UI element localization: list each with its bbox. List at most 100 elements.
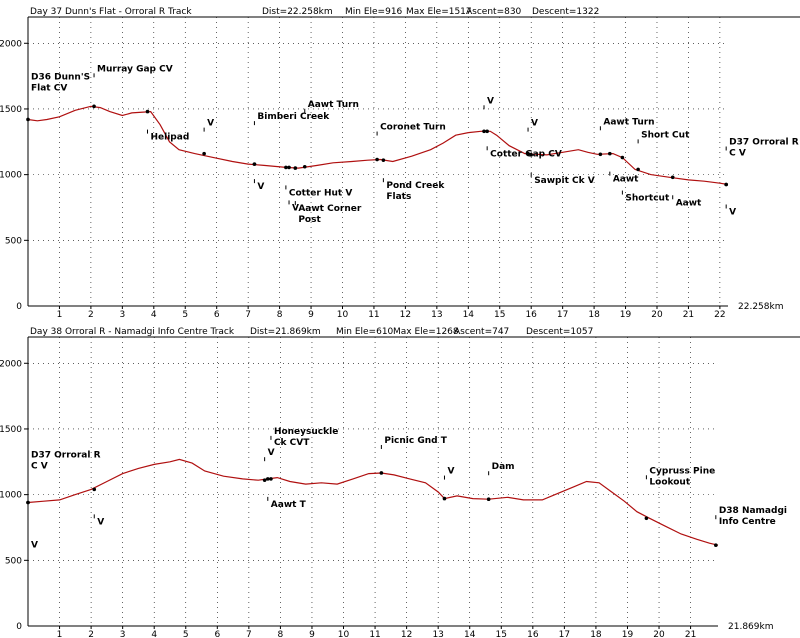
chart-stat: Ascent=747 <box>454 327 509 337</box>
waypoint-label: D38 Namadgi <box>719 506 787 516</box>
x-tick-label: 2 <box>88 310 94 320</box>
waypoint-label: V <box>257 182 264 192</box>
waypoint-marker <box>379 471 384 475</box>
x-tick-label: 14 <box>464 630 476 638</box>
waypoint-marker <box>145 109 150 114</box>
waypoint-marker <box>287 165 291 170</box>
x-tick-label: 8 <box>278 630 284 638</box>
x-tick-label: 14 <box>463 310 475 320</box>
waypoint-label: Short Cut <box>641 130 690 140</box>
waypoint-label: Aawt Turn <box>603 117 654 127</box>
waypoint-label: V <box>292 203 299 213</box>
x-tick-label: 15 <box>496 630 507 638</box>
x-tick-label: 8 <box>277 310 283 320</box>
waypoint-label: V <box>487 96 494 106</box>
x-tick-label: 21 <box>683 310 694 320</box>
x-tick-label: 3 <box>119 310 125 320</box>
waypoint-marker <box>92 487 97 492</box>
waypoint-marker <box>724 182 728 187</box>
waypoint-marker <box>92 104 96 109</box>
chart-stat: Dist=22.258km <box>262 7 333 17</box>
x-tick-label: 16 <box>525 310 537 320</box>
x-tick-label: 15 <box>494 310 505 320</box>
waypoint-marker <box>293 166 298 170</box>
waypoint-label: Pond Creek <box>386 181 445 191</box>
waypoint-label: V <box>97 517 104 527</box>
x-tick-label: 18 <box>590 630 602 638</box>
x-tick-label: 12 <box>401 630 412 638</box>
waypoint-marker <box>252 162 257 166</box>
waypoint-label: V <box>268 448 275 458</box>
x-tick-label: 13 <box>432 630 443 638</box>
x-tick-label: 6 <box>214 630 220 638</box>
waypoint-label: V <box>207 119 214 129</box>
x-tick-label: 22 <box>714 310 725 320</box>
waypoint-label: Info Centre <box>719 517 776 527</box>
waypoint-marker <box>265 477 270 481</box>
waypoint-label: D36 Dunn'S <box>31 72 90 82</box>
waypoint-marker <box>442 496 447 501</box>
x-tick-label: 21 <box>685 630 696 638</box>
waypoint-marker <box>482 129 486 134</box>
waypoint-label: Post <box>298 215 321 225</box>
x-tick-label: 5 <box>182 310 188 320</box>
waypoint-marker <box>608 151 612 156</box>
waypoint-label: Aawt T <box>271 500 307 510</box>
x-tick-label: 1 <box>57 310 63 320</box>
x-tick-label: 19 <box>620 310 632 320</box>
elevation-line <box>27 105 729 186</box>
waypoint-label: Ck CVT <box>274 438 310 448</box>
y-tick-label: 2000 <box>0 39 22 49</box>
elevation-line <box>27 458 719 546</box>
waypoint-marker <box>269 477 273 481</box>
x-tick-label: 9 <box>309 630 315 638</box>
chart-title: Day 38 Orroral R - Namadgi Info Centre T… <box>30 327 235 337</box>
waypoint-marker <box>381 158 386 162</box>
x-tick-label: 7 <box>246 630 252 638</box>
waypoint-marker <box>529 153 533 157</box>
waypoint-marker <box>26 500 30 505</box>
waypoint-label: Honeysuckle <box>274 427 338 437</box>
x-tick-label: 6 <box>214 310 220 320</box>
chart-panel-1: Day 37 Dunn's Flat - Orroral R Track Dist… <box>0 7 800 320</box>
waypoint-label: Murray Gap CV <box>97 64 173 74</box>
x-tick-label: 4 <box>151 630 157 638</box>
x-axis-label: 22.258km <box>738 302 783 312</box>
chart-stat: Max Ele=1517 <box>406 7 472 17</box>
waypoint-marker <box>636 167 640 172</box>
waypoint-label: Cotter Hut V <box>289 188 352 198</box>
waypoint-label: Shortcut <box>625 194 670 204</box>
x-tick-label: 19 <box>622 630 634 638</box>
waypoint-label: Lookout <box>649 477 690 487</box>
waypoint-label: V <box>729 207 736 217</box>
waypoint-label: Aawt <box>676 198 702 208</box>
waypoint-marker <box>202 151 206 156</box>
waypoint-label: Coronet Turn <box>380 123 446 133</box>
waypoint-marker <box>670 175 675 180</box>
waypoint-marker <box>486 497 491 502</box>
waypoint-label: Flats <box>386 192 411 202</box>
x-axis-label: 21.869km <box>728 622 773 632</box>
x-tick-label: 3 <box>120 630 126 638</box>
waypoint-label: V <box>531 119 538 129</box>
waypoint-marker <box>620 155 625 160</box>
y-tick-label: 500 <box>5 556 22 566</box>
waypoint-label: Dam <box>492 462 515 472</box>
x-tick-label: 5 <box>183 630 189 638</box>
y-tick-label: 2000 <box>0 359 22 369</box>
waypoint-label: Helipad <box>151 133 190 143</box>
waypoint-label: Cotter Gap CV <box>490 149 562 159</box>
waypoint-label: C V <box>729 148 746 158</box>
waypoint-label: Aawt Turn <box>308 100 359 110</box>
y-tick-label: 1000 <box>0 171 22 181</box>
waypoint-marker <box>302 164 307 169</box>
x-tick-label: 20 <box>653 630 665 638</box>
waypoint-label: Bimberi Creek <box>257 112 330 122</box>
y-tick-label: 0 <box>16 302 22 312</box>
waypoint-marker <box>26 117 30 122</box>
waypoint-marker <box>598 152 603 157</box>
waypoint-label: C V <box>31 462 48 472</box>
chart-stat: Descent=1322 <box>532 7 599 17</box>
x-tick-label: 4 <box>151 310 157 320</box>
